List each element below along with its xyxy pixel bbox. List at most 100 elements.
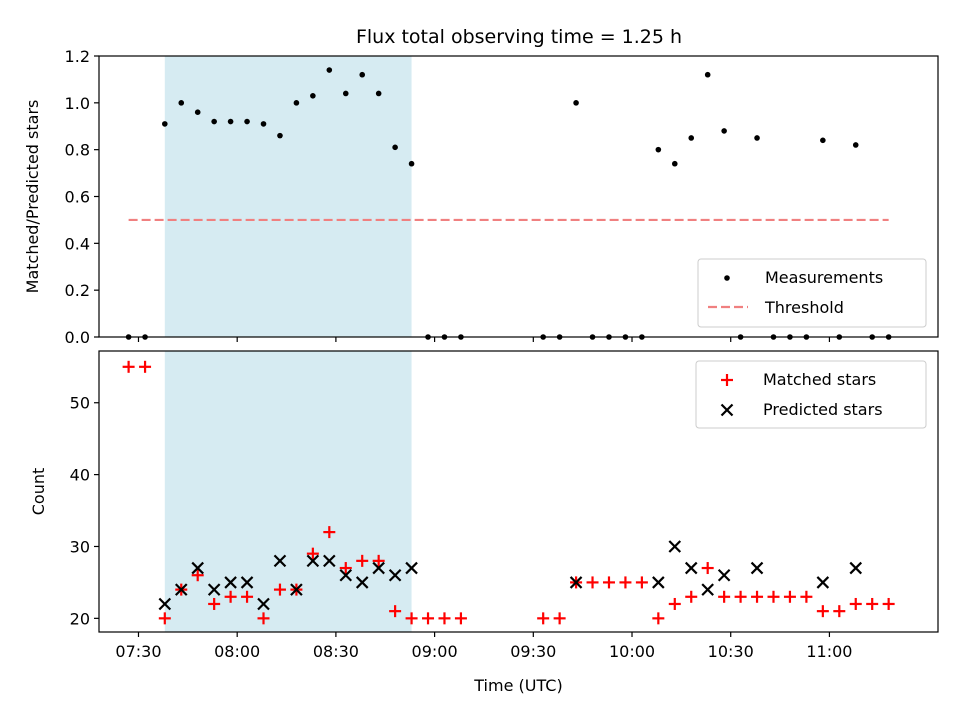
matched-star-point — [833, 605, 846, 618]
bottom-y-tick-label: 40 — [70, 466, 90, 485]
predicted-star-point — [372, 561, 385, 575]
legend-label-measurements: Measurements — [765, 268, 883, 287]
top-x-ticks — [137, 337, 831, 342]
predicted-star-point — [816, 576, 830, 589]
legend-plus-glyph — [721, 374, 733, 386]
matched-star-point — [422, 612, 435, 625]
matched-star-point — [208, 597, 221, 610]
predicted-star-point — [701, 583, 714, 596]
matched-star-point — [619, 576, 632, 589]
predicted-star-point — [323, 554, 336, 568]
bottom-legend-box — [695, 360, 927, 429]
bottom-y-tick-label: 30 — [70, 537, 90, 556]
legend-label-matched: Matched stars — [763, 370, 876, 389]
matched-star-point — [866, 597, 879, 610]
measurement-point — [293, 100, 300, 106]
x-tick-label: 09:00 — [412, 642, 458, 661]
x-tick-label: 08:00 — [214, 642, 260, 661]
bottom-y-ticks: 20 30 40 50 — [70, 394, 99, 628]
x-tick-label: 08:30 — [313, 642, 359, 661]
predicted-star-point — [191, 561, 204, 575]
predicted-star-point — [306, 554, 320, 568]
matched-star-point — [356, 554, 369, 567]
measurement-point — [852, 142, 859, 148]
bottom-y-tick-label: 50 — [70, 394, 90, 413]
measurement-point — [178, 100, 185, 106]
legend-label-predicted: Predicted stars — [763, 400, 883, 419]
bottom-panel: 20 30 40 50 07:30 08:00 08:30 09:00 09:30 10:00 1… — [29, 350, 939, 695]
matched-star-point — [306, 547, 319, 560]
measurement-point — [671, 160, 678, 167]
matched-star-point — [273, 583, 286, 596]
predicted-star-point — [849, 561, 863, 575]
matched-star-point — [224, 590, 237, 603]
top-legend-box — [697, 258, 927, 328]
predicted-star-point — [158, 597, 172, 611]
legend-marker-matched — [721, 374, 733, 386]
measurement-point — [359, 71, 366, 78]
top-y-ticks: 0.0 0.2 0.4 0.6 0.8 1.0 1.2 — [65, 47, 99, 347]
matched-star-point — [372, 554, 385, 567]
top-y-tick-label: 1.0 — [65, 94, 90, 113]
predicted-star-point — [290, 583, 303, 596]
measurement-point — [227, 118, 234, 125]
measurement-point — [655, 146, 662, 153]
matched-star-point — [849, 597, 862, 610]
matched-star-point — [701, 562, 714, 575]
matched-star-point — [139, 360, 152, 373]
x-tick-label: 07:30 — [115, 642, 161, 661]
predicted-star-point — [174, 583, 188, 596]
measurement-point — [820, 137, 826, 144]
legend-marker-measurements — [724, 275, 730, 281]
top-y-tick-label: 0.4 — [65, 234, 90, 253]
matched-star-point — [718, 590, 731, 603]
predicted-star-point — [750, 561, 764, 575]
x-tick-label: 11:00 — [806, 642, 852, 661]
predicted-star-point — [652, 576, 665, 589]
bottom-legend: Matched stars Predicted stars — [695, 360, 927, 429]
predicted-star-point — [339, 568, 353, 582]
predicted-star-point — [569, 576, 583, 589]
measurement-point — [342, 90, 349, 97]
top-y-tick-label: 0.2 — [65, 281, 90, 300]
matched-star-point — [438, 612, 451, 625]
measurement-point — [688, 135, 695, 141]
x-tick-label: 10:30 — [708, 642, 754, 661]
matched-star-point — [800, 590, 813, 603]
predicted-star-point — [224, 576, 237, 589]
predicted-star-point — [355, 576, 369, 589]
measurement-point — [392, 144, 398, 151]
matched-star-point — [668, 597, 681, 610]
matched-star-point — [389, 605, 402, 618]
measurement-point — [754, 135, 760, 141]
predicted-star-point — [257, 597, 270, 611]
measurement-point — [277, 132, 283, 139]
matched-star-point — [454, 612, 467, 625]
predicted-star-point — [273, 554, 287, 568]
top-legend: Measurements Threshold — [697, 258, 927, 328]
matched-star-point — [751, 590, 764, 603]
matched-star-point — [339, 562, 352, 575]
measurement-point — [721, 128, 727, 134]
matched-star-point — [816, 605, 829, 618]
matched-star-point — [537, 612, 550, 625]
top-observing-window-shade — [164, 56, 412, 337]
measurement-point — [260, 121, 267, 127]
bottom-x-ticks: 07:30 08:00 08:30 09:00 09:30 10:00 10:30 11:00 — [115, 632, 852, 661]
matched-star-point — [652, 612, 665, 625]
matched-star-point — [158, 612, 171, 625]
matched-star-point — [685, 590, 698, 603]
predicted-star-point — [684, 561, 698, 575]
top-y-tick-label: 0.0 — [65, 328, 90, 347]
measurement-point — [375, 90, 382, 97]
matched-star-point — [882, 597, 895, 610]
top-y-tick-label: 0.6 — [65, 188, 90, 207]
top-y-tick-label: 1.2 — [65, 47, 90, 66]
measurement-point — [408, 160, 415, 167]
measurement-point — [162, 121, 168, 127]
matched-star-point — [191, 569, 204, 582]
top-y-axis-label: Matched/Predicted stars — [23, 100, 42, 294]
predicted-star-point — [405, 561, 418, 575]
